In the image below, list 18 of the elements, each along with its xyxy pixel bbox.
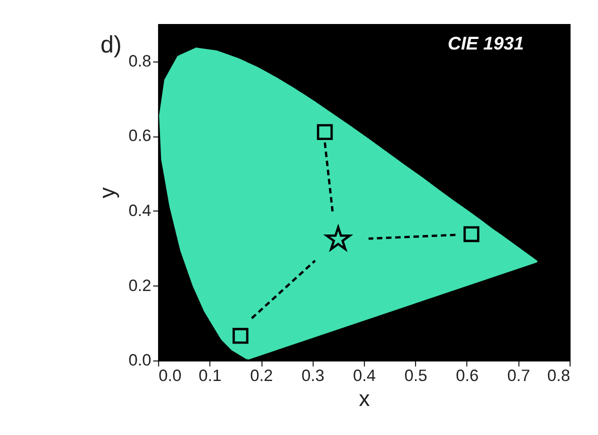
x-tick-label: 0.1 [198,367,222,386]
text: d) [100,31,122,58]
x-tick-label: 0.8 [547,367,570,386]
y-tick-label: 0.2 [128,276,152,295]
x-tick-label: 0.3 [302,367,324,386]
y-tick-label: 0.4 [128,202,152,220]
y-axis-title: y [94,187,120,198]
annotation: CIE 1931 [448,32,524,54]
y-tick-label: 0.8 [128,52,152,70]
x-tick-label: 0.5 [404,367,428,386]
y-tick-label: 0.6 [128,127,152,146]
x-tick-label: 0.7 [507,367,530,386]
x-tick-label: 0.6 [456,367,479,386]
x-tick-label: 0.0 [158,367,182,386]
x-axis-title: x [358,386,370,411]
y-tick-label: 0.0 [128,352,152,370]
x-tick-label: 0.4 [352,367,376,386]
x-tick-label: 0.2 [250,367,273,386]
